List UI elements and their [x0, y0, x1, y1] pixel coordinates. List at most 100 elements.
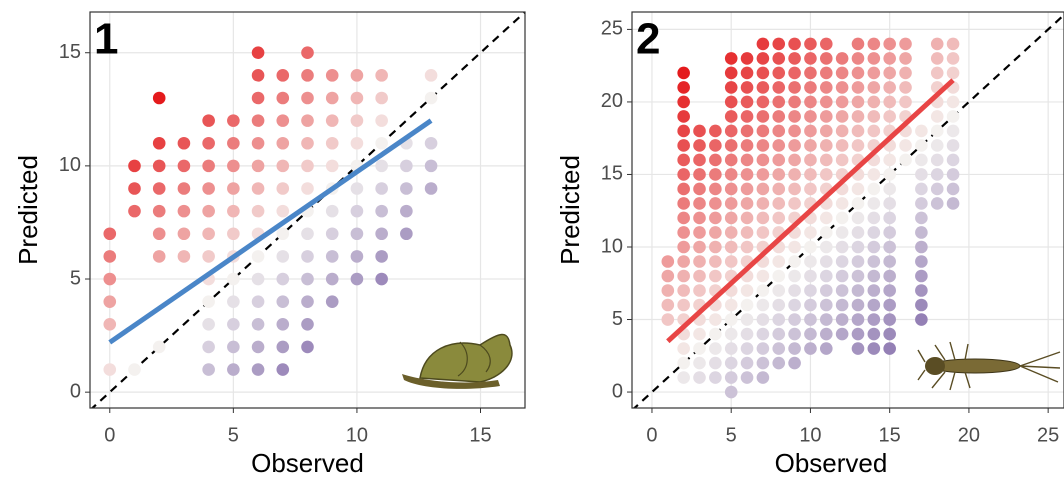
- point: [276, 114, 290, 127]
- x-tick-label: 10: [799, 424, 821, 446]
- point: [788, 269, 801, 283]
- point: [756, 298, 770, 312]
- point: [883, 37, 896, 51]
- point: [804, 182, 817, 196]
- point: [915, 226, 928, 239]
- point: [709, 153, 722, 167]
- point: [677, 168, 690, 181]
- panel: 0 5 10 15 0 5 10 15 1 Observed Predicted: [13, 11, 526, 478]
- point: [819, 313, 833, 326]
- point: [301, 136, 314, 150]
- point: [350, 136, 364, 150]
- point: [835, 269, 849, 283]
- point: [804, 342, 817, 355]
- point: [740, 66, 754, 80]
- point: [756, 124, 770, 138]
- point: [227, 317, 240, 331]
- point: [915, 197, 928, 210]
- point: [724, 298, 738, 312]
- point: [724, 168, 738, 181]
- fit-line: [666, 78, 955, 344]
- point: [350, 272, 364, 286]
- point: [227, 136, 240, 150]
- point: [851, 240, 865, 254]
- point: [276, 272, 290, 286]
- point: [804, 313, 817, 326]
- point: [375, 136, 388, 150]
- point: [677, 255, 690, 268]
- point: [177, 250, 191, 263]
- point: [693, 356, 706, 370]
- point: [819, 211, 833, 225]
- point: [835, 95, 849, 109]
- point: [709, 255, 722, 268]
- point: [251, 159, 265, 173]
- point: [276, 227, 290, 241]
- point: [693, 139, 706, 152]
- point: [819, 37, 833, 51]
- point: [851, 342, 865, 355]
- point: [740, 327, 754, 341]
- point: [867, 284, 881, 297]
- point: [819, 139, 833, 152]
- point: [740, 95, 754, 109]
- point: [835, 240, 849, 254]
- point: [756, 139, 770, 152]
- point: [152, 340, 166, 354]
- point: [804, 298, 817, 312]
- point: [301, 272, 314, 286]
- point: [772, 284, 786, 297]
- point: [788, 182, 801, 196]
- point: [835, 327, 849, 341]
- reference-line: [632, 13, 1064, 408]
- point: [835, 81, 849, 94]
- point: [804, 226, 817, 239]
- point: [709, 240, 722, 254]
- point: [251, 363, 265, 376]
- point: [788, 197, 801, 210]
- point: [724, 124, 738, 138]
- point: [946, 197, 960, 210]
- point: [819, 298, 833, 312]
- point: [350, 91, 364, 105]
- point: [788, 255, 801, 268]
- point: [915, 298, 928, 312]
- point: [915, 240, 928, 254]
- point: [756, 269, 770, 283]
- point: [946, 153, 960, 167]
- point: [724, 313, 738, 326]
- point: [946, 168, 960, 181]
- point: [350, 250, 364, 263]
- point: [677, 197, 690, 210]
- point: [724, 52, 738, 65]
- point: [677, 182, 690, 196]
- point: [883, 110, 896, 123]
- point: [227, 272, 240, 286]
- point: [946, 66, 960, 80]
- point: [915, 139, 928, 152]
- point: [851, 66, 865, 80]
- point: [152, 204, 166, 218]
- point: [819, 81, 833, 94]
- point: [788, 153, 801, 167]
- point: [693, 371, 706, 384]
- point: [152, 227, 166, 241]
- plot-background: [632, 12, 1064, 408]
- snail-body: [402, 374, 500, 389]
- point: [851, 197, 865, 210]
- point: [152, 182, 166, 195]
- point: [819, 153, 833, 167]
- point: [709, 124, 722, 138]
- point: [835, 52, 849, 65]
- point: [693, 240, 706, 254]
- point: [915, 124, 928, 138]
- point: [677, 110, 690, 123]
- point: [375, 159, 388, 173]
- point: [930, 124, 944, 138]
- point: [740, 182, 754, 196]
- point: [867, 313, 881, 326]
- point: [693, 124, 706, 138]
- point: [883, 284, 896, 297]
- point: [851, 298, 865, 312]
- point: [915, 153, 928, 167]
